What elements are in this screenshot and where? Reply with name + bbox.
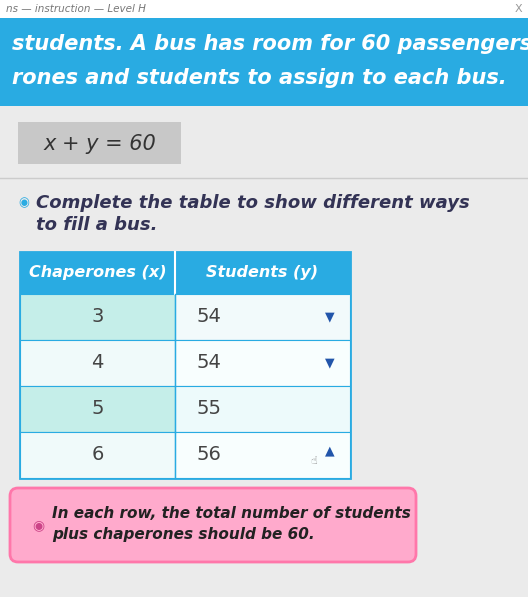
FancyBboxPatch shape [20, 432, 175, 478]
Text: 55: 55 [197, 399, 222, 418]
Text: ▼: ▼ [325, 310, 335, 324]
Text: ☝: ☝ [310, 456, 317, 466]
Text: In each row, the total number of students: In each row, the total number of student… [52, 506, 411, 521]
Text: ◉: ◉ [18, 196, 29, 209]
FancyBboxPatch shape [175, 294, 350, 340]
Text: rones and students to assign to each bus.: rones and students to assign to each bus… [12, 68, 507, 88]
FancyBboxPatch shape [20, 340, 175, 386]
FancyBboxPatch shape [0, 0, 528, 18]
Text: 54: 54 [197, 307, 222, 327]
FancyBboxPatch shape [0, 18, 528, 106]
FancyBboxPatch shape [18, 122, 181, 164]
FancyBboxPatch shape [20, 252, 350, 294]
FancyBboxPatch shape [20, 294, 175, 340]
Text: 54: 54 [197, 353, 222, 373]
FancyBboxPatch shape [20, 252, 350, 478]
FancyBboxPatch shape [175, 340, 350, 386]
FancyBboxPatch shape [0, 106, 528, 597]
FancyBboxPatch shape [20, 386, 175, 432]
Text: 4: 4 [91, 353, 103, 373]
Text: ns — instruction — Level H: ns — instruction — Level H [6, 4, 146, 14]
Text: x + y = 60: x + y = 60 [43, 134, 156, 154]
FancyBboxPatch shape [10, 488, 416, 562]
Text: 5: 5 [91, 399, 103, 418]
Text: students. A bus has room for 60 passengers.: students. A bus has room for 60 passenge… [12, 34, 528, 54]
Text: plus chaperones should be 60.: plus chaperones should be 60. [52, 527, 315, 542]
Text: 6: 6 [91, 445, 103, 464]
Text: 56: 56 [197, 445, 222, 464]
Text: Complete the table to show different ways: Complete the table to show different way… [36, 194, 470, 212]
FancyBboxPatch shape [175, 386, 350, 432]
Text: 3: 3 [91, 307, 103, 327]
Text: Chaperones (x): Chaperones (x) [29, 266, 166, 281]
Text: to fill a bus.: to fill a bus. [36, 216, 157, 234]
Text: X: X [514, 4, 522, 14]
FancyBboxPatch shape [175, 432, 350, 478]
Text: ▼: ▼ [325, 356, 335, 370]
Text: ▲: ▲ [325, 445, 335, 457]
Text: Students (y): Students (y) [206, 266, 318, 281]
Text: ◉: ◉ [32, 518, 44, 532]
